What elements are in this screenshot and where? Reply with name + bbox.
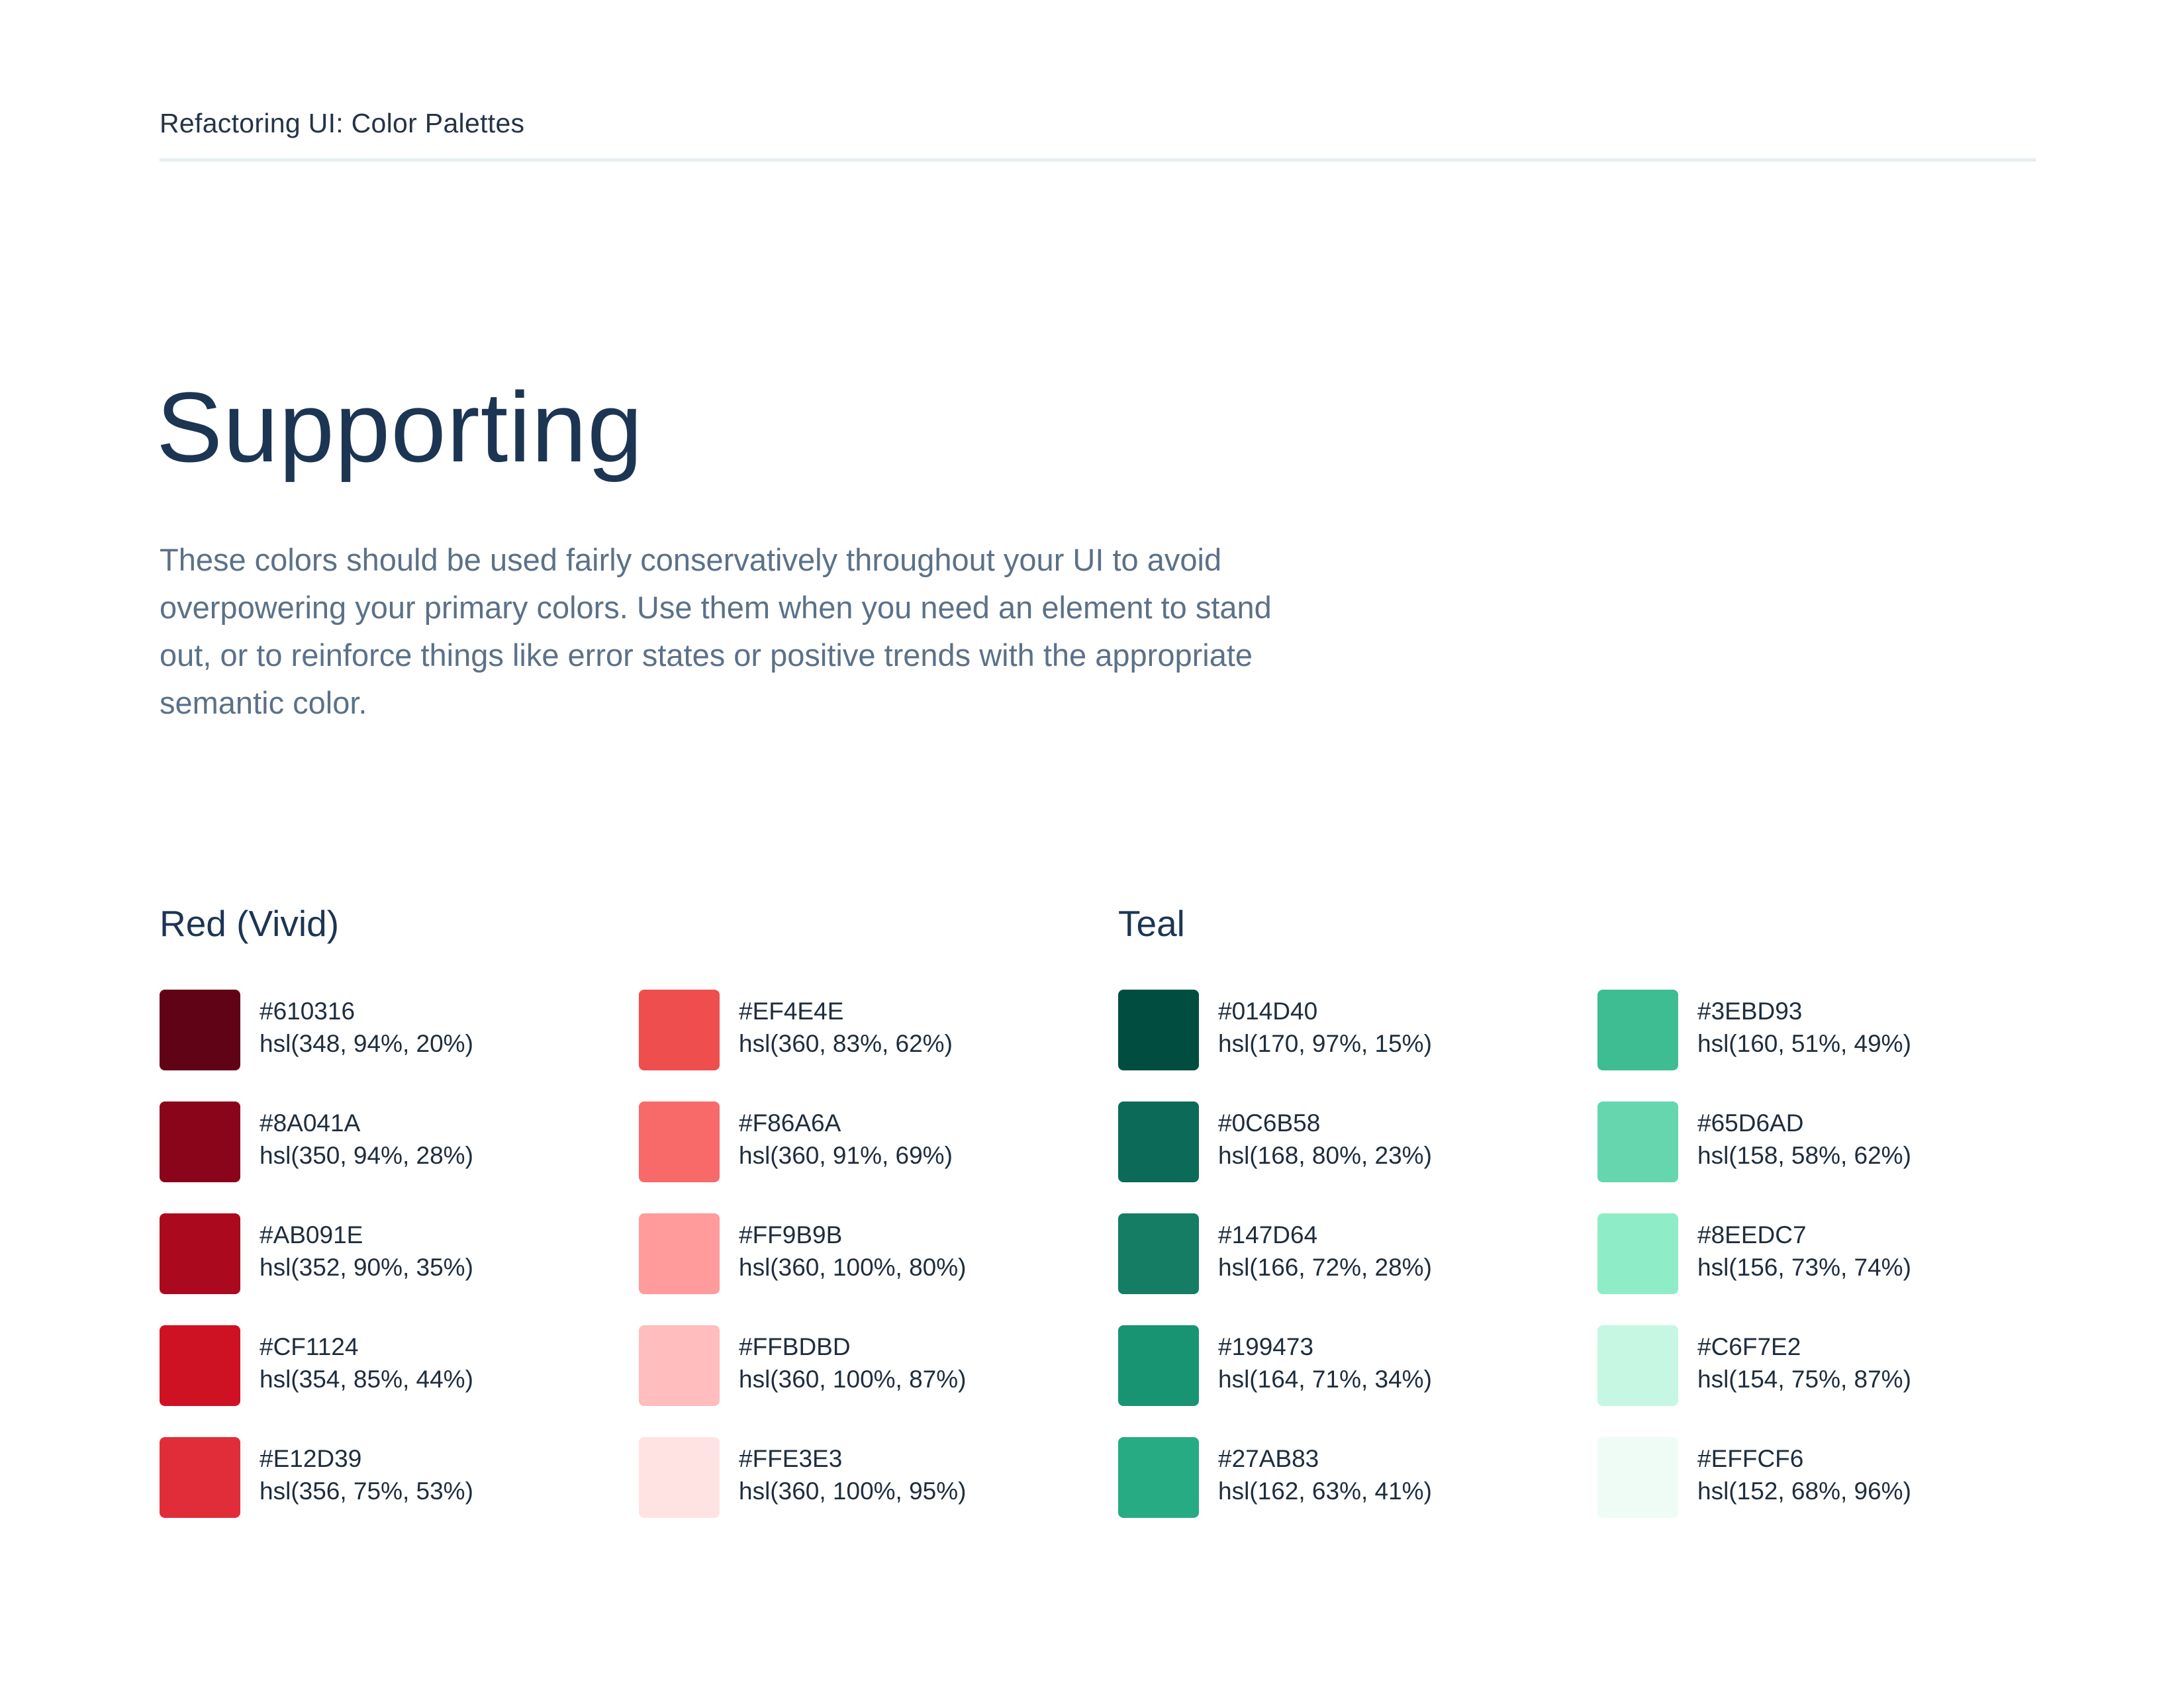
swatch-hsl-value: hsl(170, 97%, 15%) [1218, 1030, 1432, 1057]
swatch-hsl-value: hsl(356, 75%, 53%) [260, 1477, 473, 1505]
swatch-hsl-value: hsl(168, 80%, 23%) [1218, 1142, 1432, 1169]
swatch-hex-value: #199473 [1218, 1333, 1314, 1360]
color-swatch [1118, 1325, 1199, 1406]
swatch-hsl-value: hsl(348, 94%, 20%) [260, 1030, 473, 1057]
swatch-hex-value: #EFFCF6 [1697, 1445, 1804, 1472]
swatch-hex-value: #AB091E [260, 1221, 363, 1248]
color-swatch [1118, 1102, 1199, 1182]
swatch-hsl-value: hsl(352, 90%, 35%) [260, 1254, 473, 1281]
color-swatch [1597, 1213, 1678, 1294]
swatch-hex-value: #27AB83 [1218, 1445, 1319, 1472]
red-vivid-palette-title: Red (Vivid) [160, 903, 340, 944]
color-swatch [639, 1325, 720, 1406]
color-swatch [160, 1213, 240, 1294]
swatch-hsl-value: hsl(166, 72%, 28%) [1218, 1254, 1432, 1281]
swatch-hsl-value: hsl(360, 83%, 62%) [739, 1030, 953, 1057]
color-swatch [639, 1213, 720, 1294]
page-title: Supporting [156, 371, 643, 483]
color-swatch [1118, 1437, 1199, 1518]
swatch-hsl-value: hsl(354, 85%, 44%) [260, 1366, 473, 1393]
swatch-hsl-value: hsl(360, 100%, 80%) [739, 1254, 967, 1281]
swatch-hsl-value: hsl(152, 68%, 96%) [1697, 1477, 1911, 1505]
swatch-hex-value: #8EEDC7 [1697, 1221, 1807, 1248]
swatch-hex-value: #8A041A [260, 1109, 361, 1137]
swatch-hex-value: #014D40 [1218, 998, 1318, 1025]
swatch-hsl-value: hsl(156, 73%, 74%) [1697, 1254, 1911, 1281]
color-swatch [639, 990, 720, 1070]
swatch-hsl-value: hsl(162, 63%, 41%) [1218, 1477, 1432, 1505]
color-swatch [639, 1437, 720, 1518]
swatch-hex-value: #610316 [260, 998, 356, 1025]
color-swatch [1118, 1213, 1199, 1294]
intro-paragraph: These colors should be used fairly conse… [160, 542, 1272, 720]
swatch-hsl-value: hsl(360, 100%, 95%) [739, 1477, 967, 1505]
color-swatch [160, 990, 240, 1070]
swatch-hex-value: #65D6AD [1697, 1109, 1804, 1137]
swatch-hsl-value: hsl(164, 71%, 34%) [1218, 1366, 1432, 1393]
swatch-hex-value: #0C6B58 [1218, 1109, 1321, 1137]
swatch-hsl-value: hsl(154, 75%, 87%) [1697, 1366, 1911, 1393]
swatch-hsl-value: hsl(350, 94%, 28%) [260, 1142, 473, 1169]
swatch-hex-value: #FF9B9B [739, 1221, 843, 1248]
swatch-hsl-value: hsl(360, 100%, 87%) [739, 1366, 967, 1393]
page-header: Refactoring UI: Color Palettes [160, 110, 2036, 162]
swatch-hex-value: #EF4E4E [739, 998, 844, 1025]
swatch-hex-value: #C6F7E2 [1697, 1333, 1801, 1360]
swatch-hex-value: #F86A6A [739, 1109, 841, 1137]
color-swatch [160, 1102, 240, 1182]
color-swatch [160, 1437, 240, 1518]
color-swatch [639, 1102, 720, 1182]
swatch-hex-value: #E12D39 [260, 1445, 362, 1472]
swatch-hex-value: #3EBD93 [1697, 998, 1803, 1025]
header-title: Refactoring UI: Color Palettes [160, 108, 525, 138]
color-swatch [1597, 1325, 1678, 1406]
color-swatch [1597, 1102, 1678, 1182]
color-swatch [1597, 1437, 1678, 1518]
swatch-hex-value: #FFE3E3 [739, 1445, 843, 1472]
swatch-hex-value: #147D64 [1218, 1221, 1318, 1248]
swatch-hsl-value: hsl(158, 58%, 62%) [1697, 1142, 1911, 1169]
swatch-hex-value: #FFBDBD [739, 1333, 851, 1360]
color-swatch [160, 1325, 240, 1406]
swatch-hsl-value: hsl(360, 91%, 69%) [739, 1142, 953, 1169]
teal-palette-title: Teal [1118, 903, 1185, 944]
color-swatch [1118, 990, 1199, 1070]
color-swatch [1597, 990, 1678, 1070]
swatch-hex-value: #CF1124 [260, 1333, 359, 1360]
swatch-hsl-value: hsl(160, 51%, 49%) [1697, 1030, 1911, 1057]
